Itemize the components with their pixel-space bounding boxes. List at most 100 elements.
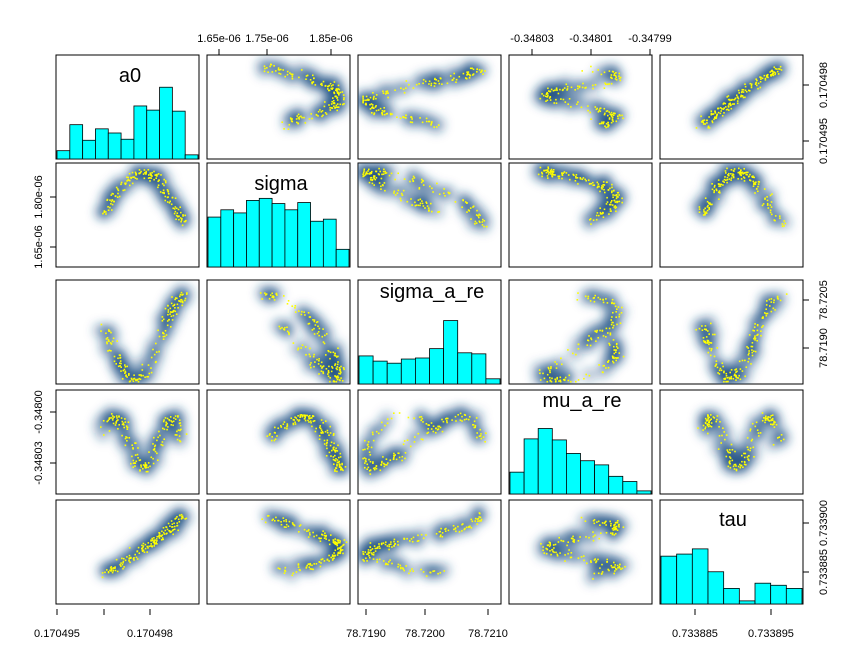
data-point: [469, 525, 471, 528]
data-point: [704, 427, 706, 430]
data-point: [771, 417, 774, 420]
data-point: [118, 195, 121, 198]
scatter-points: [259, 292, 345, 383]
data-point: [725, 455, 728, 458]
data-point: [179, 422, 182, 424]
data-point: [443, 570, 445, 572]
data-point: [162, 335, 165, 338]
data-point: [108, 340, 110, 342]
data-point: [337, 375, 339, 377]
data-point: [163, 191, 165, 194]
data-point: [461, 415, 463, 418]
data-point: [617, 524, 620, 526]
data-point: [150, 540, 152, 542]
data-point: [381, 113, 384, 116]
data-point: [334, 451, 337, 453]
data-point: [756, 334, 758, 337]
data-point: [480, 433, 482, 435]
data-point: [113, 355, 116, 358]
scatter-points: [695, 65, 783, 129]
data-point: [749, 449, 751, 452]
data-point: [594, 534, 596, 537]
data-point: [326, 447, 328, 450]
data-point: [713, 417, 716, 419]
data-point: [776, 68, 778, 70]
data-point: [444, 530, 447, 532]
data-point: [470, 527, 473, 529]
tick-label: 0.170495: [818, 118, 830, 164]
scatter-mu-a-re-vs-tau: [535, 512, 632, 586]
data-point: [706, 342, 709, 344]
data-point: [368, 168, 370, 171]
data-point: [397, 172, 399, 175]
data-point: [309, 79, 312, 81]
data-point: [389, 559, 391, 561]
data-point: [364, 439, 366, 442]
data-point: [164, 335, 166, 338]
data-point: [308, 566, 311, 568]
data-point: [466, 202, 468, 204]
data-point: [292, 422, 295, 425]
data-point: [621, 306, 623, 309]
data-point: [126, 426, 128, 429]
data-point: [554, 89, 556, 91]
data-point: [741, 359, 744, 362]
data-point: [408, 83, 410, 86]
data-point: [369, 103, 371, 106]
data-point: [731, 449, 734, 451]
data-point: [719, 192, 721, 194]
data-point: [613, 572, 615, 575]
histogram-bar: [358, 355, 374, 385]
data-point: [592, 535, 595, 538]
data-point: [624, 565, 626, 568]
data-point: [153, 449, 156, 451]
data-point: [375, 177, 378, 179]
data-point: [751, 422, 754, 425]
data-point: [420, 533, 423, 536]
scatter-points: [695, 293, 788, 383]
data-point: [335, 88, 338, 90]
data-point: [737, 89, 740, 92]
data-point: [103, 434, 105, 436]
data-point: [338, 552, 340, 554]
data-point: [704, 340, 707, 343]
data-point: [771, 419, 774, 421]
data-point: [367, 551, 370, 553]
data-point: [362, 97, 364, 99]
data-point: [150, 356, 153, 359]
data-point: [570, 552, 573, 554]
data-point: [459, 412, 462, 415]
data-point: [319, 540, 322, 542]
data-point: [403, 92, 406, 94]
data-point: [421, 121, 424, 124]
data-point: [717, 191, 720, 194]
data-point: [615, 120, 618, 123]
data-point: [477, 215, 479, 217]
data-point: [137, 447, 139, 449]
data-point: [299, 569, 301, 572]
data-point: [174, 210, 177, 213]
panel-frame: [659, 389, 804, 495]
data-point: [611, 301, 613, 304]
data-point: [162, 538, 164, 541]
data-point: [578, 86, 581, 89]
data-point: [335, 458, 337, 460]
data-point: [340, 365, 342, 368]
data-point: [136, 550, 139, 552]
data-point: [549, 96, 552, 98]
data-point: [120, 370, 122, 372]
data-point: [549, 550, 551, 552]
data-point: [296, 419, 299, 421]
data-point: [411, 121, 414, 124]
data-point: [567, 174, 570, 176]
histogram-bar: [691, 548, 709, 605]
data-point: [557, 541, 560, 543]
data-point: [380, 177, 383, 180]
data-point: [110, 350, 112, 352]
data-point: [363, 560, 365, 562]
data-point: [132, 176, 134, 178]
data-point: [611, 183, 613, 186]
data-point: [157, 459, 159, 461]
data-point: [715, 189, 718, 192]
data-point: [318, 334, 320, 337]
